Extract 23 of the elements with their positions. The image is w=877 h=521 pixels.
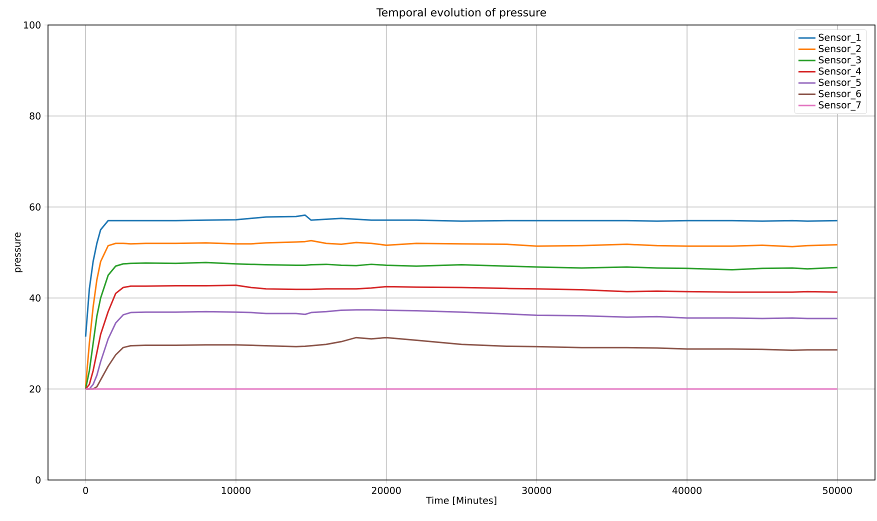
y-tick-label: 100 [24,21,40,29]
legend-label: Sensor_3 [818,56,861,66]
legend-label: Sensor_7 [818,101,861,111]
x-tick-label: 30000 [522,486,552,494]
x-tick-label: 50000 [823,486,852,494]
y-tick-label: 20 [30,385,41,393]
y-tick-label: 80 [30,112,41,120]
legend-label: Sensor_2 [818,44,861,54]
legend-label: Sensor_1 [818,34,861,43]
line-series [84,240,838,388]
y-tick-label: 0 [36,476,41,484]
x-tick-label: 40000 [672,486,702,494]
x-tick-label: 20000 [372,486,401,494]
y-axis-title: pressure [15,232,22,272]
legend-label: Sensor_4 [818,68,862,77]
legend-label: Sensor_6 [818,90,861,100]
x-axis-title: Time [Minutes] [426,496,496,506]
x-tick-label: 10000 [222,486,250,494]
y-tick-label: 40 [30,294,41,302]
x-tick-label: 0 [83,486,88,494]
legend-label: Sensor_5 [818,78,861,88]
chart-title: Temporal evolution of pressure [376,8,546,19]
y-tick-label: 60 [30,203,41,211]
